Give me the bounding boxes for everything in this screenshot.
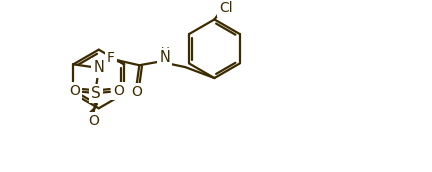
Text: N: N <box>94 61 105 76</box>
Text: N: N <box>159 50 170 65</box>
Text: H: H <box>161 46 169 59</box>
Text: S: S <box>91 86 101 101</box>
Text: F: F <box>107 51 115 65</box>
Text: O: O <box>88 114 99 128</box>
Text: O: O <box>113 84 124 98</box>
Text: Cl: Cl <box>219 1 233 14</box>
Text: O: O <box>69 84 79 98</box>
Text: O: O <box>131 85 142 99</box>
